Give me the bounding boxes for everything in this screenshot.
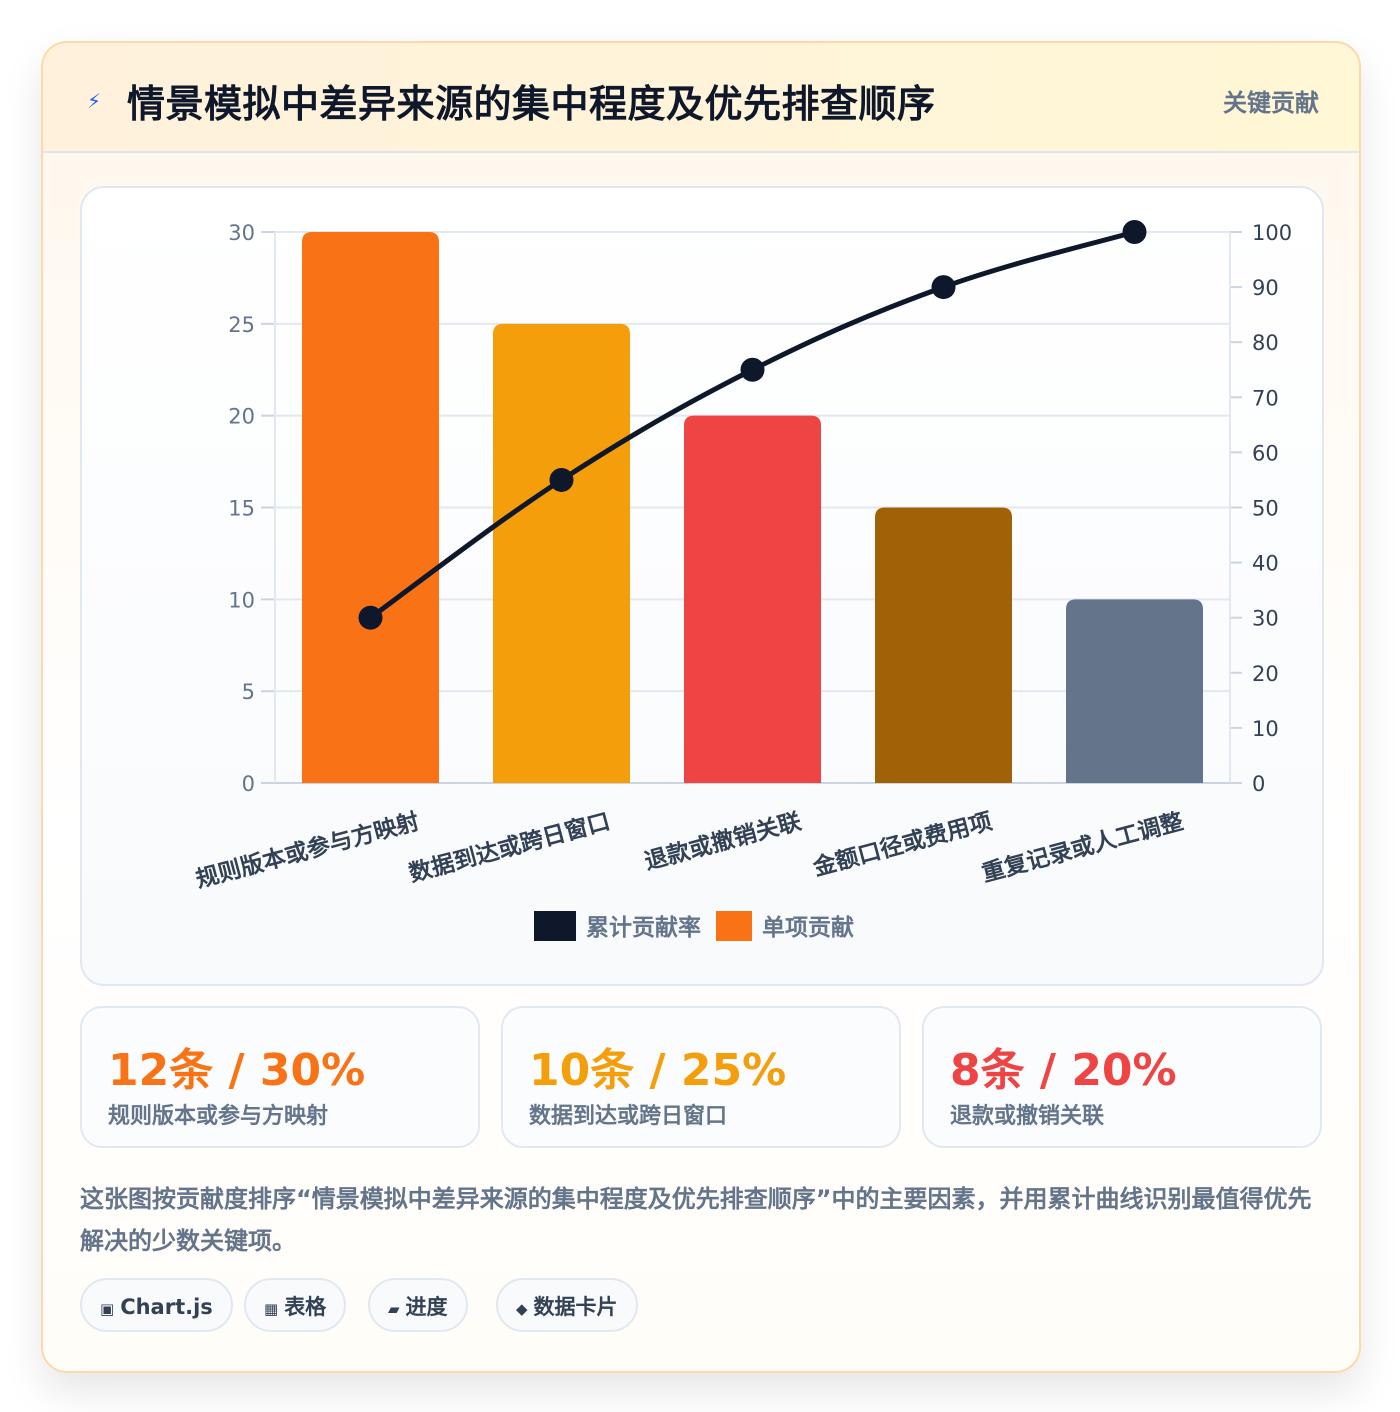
cumulative-point <box>1122 220 1147 244</box>
bar <box>1066 599 1203 783</box>
bar <box>493 323 630 783</box>
lightning-icon: ⚡ <box>87 89 102 113</box>
x-tick-label: 金额口径或费用项 <box>809 808 995 882</box>
tag-progress[interactable]: ▰ 进度 <box>368 1278 468 1332</box>
tag-data-card[interactable]: ◆ 数据卡片 <box>496 1278 638 1332</box>
chart-panel: 0 5 10 15 20 25 30 0 10 20 30 40 50 60 70 80 90 100 规则版本或参… <box>80 186 1324 986</box>
y-right-tick-label: 30 <box>1252 607 1279 631</box>
tag-chartjs[interactable]: ▣ Chart.js <box>80 1278 233 1332</box>
tag-label: 表格 <box>284 1295 327 1319</box>
cumulative-point <box>549 467 574 492</box>
stat-value: 10条 / 25% <box>529 1045 787 1096</box>
stat-label: 规则版本或参与方映射 <box>108 1104 329 1129</box>
y-right-tick-label: 100 <box>1252 221 1292 245</box>
legend-swatch <box>534 911 576 941</box>
y-right-tick-label: 20 <box>1252 662 1279 686</box>
stat-card-3: 8条 / 20% 退款或撤销关联 <box>922 1006 1322 1148</box>
y-left-tick-label: 20 <box>228 405 255 429</box>
y-left-tick-label: 15 <box>228 497 255 521</box>
legend-label: 累计贡献率 <box>586 914 701 941</box>
y-right-tick-label: 80 <box>1252 331 1279 355</box>
x-tick-label: 退款或撤销关联 <box>642 808 805 876</box>
y-left-tick-label: 5 <box>242 680 255 704</box>
y-right-tick-label: 10 <box>1252 717 1279 741</box>
stat-label: 数据到达或跨日窗口 <box>529 1104 728 1129</box>
y-right-tick-label: 0 <box>1252 772 1265 796</box>
x-tick-label: 数据到达或跨日窗口 <box>406 808 613 888</box>
y-left-tick-label: 10 <box>228 588 255 612</box>
progress-icon: ▰ <box>388 1300 400 1318</box>
pareto-chart: 0 5 10 15 20 25 30 0 10 20 30 40 50 60 70 80 90 100 规则版本或参… <box>193 220 1292 941</box>
diamond-icon: ◆ <box>516 1300 528 1318</box>
stat-card-1: 12条 / 30% 规则版本或参与方映射 <box>80 1006 480 1148</box>
y-right-tick-label: 50 <box>1252 497 1279 521</box>
x-tick-label: 重复记录或人工调整 <box>979 808 1186 888</box>
y-right-tick-label: 40 <box>1252 552 1279 576</box>
chart-icon: ▣ <box>100 1300 115 1318</box>
stat-label: 退款或撤销关联 <box>950 1104 1105 1129</box>
stat-card-2: 10条 / 25% 数据到达或跨日窗口 <box>501 1006 901 1148</box>
cumulative-point <box>358 605 383 630</box>
tag-label: 进度 <box>405 1295 448 1319</box>
report-card: ⚡ 情景模拟中差异来源的集中程度及优先排查顺序 关键贡献 0 5 10 15 20 25 3… <box>41 41 1361 1373</box>
bar <box>302 232 439 783</box>
y-right-tick-label: 70 <box>1252 386 1279 410</box>
legend-swatch <box>716 911 752 941</box>
x-tick-label: 规则版本或参与方映射 <box>193 808 422 894</box>
tag-label: Chart.js <box>120 1295 213 1319</box>
tag-label: 数据卡片 <box>533 1295 618 1319</box>
card-header: ⚡ 情景模拟中差异来源的集中程度及优先排查顺序 关键贡献 <box>43 43 1359 153</box>
tag-table[interactable]: ▦ 表格 <box>244 1278 347 1332</box>
bar <box>684 415 821 783</box>
stat-value: 12条 / 30% <box>108 1045 366 1096</box>
page-title: 情景模拟中差异来源的集中程度及优先排查顺序 <box>127 82 936 126</box>
table-icon: ▦ <box>264 1300 279 1318</box>
header-badge: 关键贡献 <box>1223 89 1319 117</box>
chart-description: 这张图按贡献度排序“情景模拟中差异来源的集中程度及优先排查顺序”中的主要因素，并… <box>80 1185 1312 1255</box>
cumulative-point <box>931 275 956 300</box>
stat-value: 8条 / 20% <box>950 1045 1177 1096</box>
y-left-tick-label: 0 <box>242 772 255 796</box>
cumulative-point <box>740 357 765 382</box>
y-right-tick-label: 90 <box>1252 276 1279 300</box>
y-right-tick-label: 60 <box>1252 441 1279 465</box>
y-left-tick-label: 25 <box>228 313 255 337</box>
bar <box>875 507 1012 783</box>
legend-label: 单项贡献 <box>762 915 854 941</box>
y-left-tick-label: 30 <box>228 221 255 245</box>
